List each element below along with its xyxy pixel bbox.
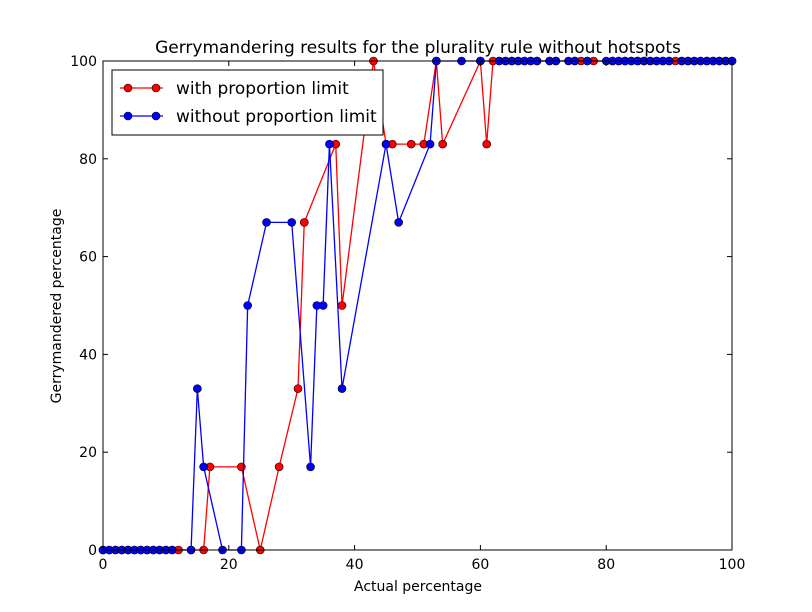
legend-marker-2	[123, 111, 133, 121]
series-1-point	[274, 462, 284, 472]
legend: with proportion limit without proportion …	[111, 69, 384, 136]
y-tick-label: 20	[79, 445, 97, 461]
x-tick-label: 60	[471, 557, 489, 573]
legend-label-1: with proportion limit	[176, 79, 349, 99]
series-2-point	[318, 301, 328, 310]
series-2-point	[262, 218, 271, 227]
y-tick-label: 40	[79, 347, 97, 363]
y-tick-label: 100	[70, 54, 97, 70]
axes-layer: 0 20 40 60 80 100 0 20 40 60 80 100	[70, 54, 745, 573]
series-1-point	[293, 384, 303, 393]
legend-marker-1	[151, 83, 161, 93]
series-2-point	[381, 139, 391, 149]
chart-title: Gerrymandering results for the plurality…	[155, 38, 681, 58]
series-1-point	[337, 301, 347, 310]
x-tick-label: 100	[719, 557, 746, 573]
x-tick-label: 40	[346, 557, 364, 573]
y-tick-label: 80	[79, 152, 97, 168]
x-tick-label: 0	[99, 557, 108, 573]
series-2-point	[337, 384, 347, 393]
y-tick-label: 60	[79, 250, 97, 266]
series-2-point	[325, 139, 334, 149]
series-2-point	[193, 384, 202, 393]
x-tick-label: 20	[220, 557, 238, 573]
series-2-point	[394, 218, 403, 227]
y-tick-label: 0	[88, 543, 97, 559]
series-2-point	[243, 301, 252, 310]
legend-marker-1	[123, 83, 133, 93]
series-1-point	[438, 139, 447, 149]
legend-label-2: without proportion limit	[176, 107, 377, 127]
series-1-point	[406, 139, 416, 149]
series-1-point	[299, 218, 309, 227]
legend-box	[111, 69, 384, 136]
y-axis-title: Gerrymandered percentage	[49, 209, 65, 404]
legend-marker-2	[151, 111, 161, 121]
x-tick-label: 80	[597, 557, 615, 573]
series-2-point	[287, 218, 297, 227]
series-1-point	[482, 139, 491, 149]
plot-frame	[102, 60, 733, 551]
series-2-point	[306, 462, 315, 472]
series-2-point	[199, 462, 208, 472]
x-axis-title: Actual percentage	[354, 579, 482, 595]
series-2-point	[425, 139, 435, 149]
